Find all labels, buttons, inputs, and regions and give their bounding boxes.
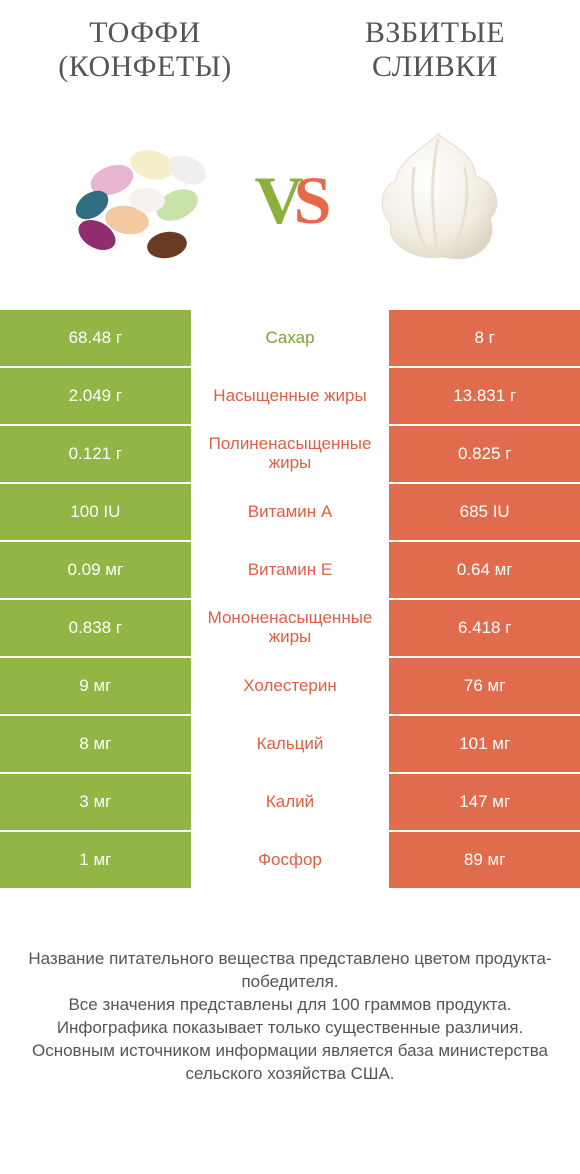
left-value: 0.838 г	[0, 600, 191, 658]
nutrient-name: Мононенасыщенные жиры	[191, 600, 390, 658]
left-value: 100 IU	[0, 484, 191, 542]
table-row: 0.121 гПолиненасыщенные жиры0.825 г	[0, 426, 580, 484]
header: ТОФФИ(КОНФЕТЫ) ВЗБИТЫЕСЛИВКИ	[0, 0, 580, 100]
right-food-image	[343, 105, 533, 295]
left-value: 68.48 г	[0, 310, 191, 368]
comparison-infographic: ТОФФИ(КОНФЕТЫ) ВЗБИТЫЕСЛИВКИ	[0, 0, 580, 1174]
right-value: 13.831 г	[389, 368, 580, 426]
right-value: 89 мг	[389, 832, 580, 890]
nutrient-name: Холестерин	[191, 658, 390, 716]
left-value: 0.09 мг	[0, 542, 191, 600]
right-food-title: ВЗБИТЫЕСЛИВКИ	[365, 16, 505, 83]
right-value: 6.418 г	[389, 600, 580, 658]
nutrient-name: Фосфор	[191, 832, 390, 890]
nutrient-name: Витамин A	[191, 484, 390, 542]
right-food-title-col: ВЗБИТЫЕСЛИВКИ	[290, 0, 580, 100]
vs-v: V	[255, 161, 298, 240]
left-value: 9 мг	[0, 658, 191, 716]
right-value: 76 мг	[389, 658, 580, 716]
hero-row: VS	[0, 100, 580, 310]
table-row: 8 мгКальций101 мг	[0, 716, 580, 774]
left-value: 1 мг	[0, 832, 191, 890]
left-food-title: ТОФФИ(КОНФЕТЫ)	[58, 16, 232, 83]
right-value: 685 IU	[389, 484, 580, 542]
table-row: 100 IUВитамин A685 IU	[0, 484, 580, 542]
nutrient-table: 68.48 гСахар8 г2.049 гНасыщенные жиры13.…	[0, 310, 580, 890]
nutrient-name: Сахар	[191, 310, 390, 368]
left-value: 3 мг	[0, 774, 191, 832]
vs-s: S	[294, 161, 326, 240]
table-row: 9 мгХолестерин76 мг	[0, 658, 580, 716]
table-row: 1 мгФосфор89 мг	[0, 832, 580, 890]
nutrient-name: Полиненасыщенные жиры	[191, 426, 390, 484]
right-value: 147 мг	[389, 774, 580, 832]
nutrient-name: Насыщенные жиры	[191, 368, 390, 426]
nutrient-name: Кальций	[191, 716, 390, 774]
right-value: 0.825 г	[389, 426, 580, 484]
left-food-image	[47, 105, 237, 295]
table-row: 0.838 гМононенасыщенные жиры6.418 г	[0, 600, 580, 658]
left-value: 8 мг	[0, 716, 191, 774]
right-value: 101 мг	[389, 716, 580, 774]
table-row: 68.48 гСахар8 г	[0, 310, 580, 368]
nutrient-name: Калий	[191, 774, 390, 832]
footer-text: Название питательного вещества представл…	[24, 948, 556, 1086]
vs-label: VS	[255, 161, 326, 240]
table-row: 3 мгКалий147 мг	[0, 774, 580, 832]
footer: Название питательного вещества представл…	[0, 890, 580, 1174]
left-value: 2.049 г	[0, 368, 191, 426]
table-row: 0.09 мгВитамин E0.64 мг	[0, 542, 580, 600]
right-value: 0.64 мг	[389, 542, 580, 600]
nutrient-name: Витамин E	[191, 542, 390, 600]
left-value: 0.121 г	[0, 426, 191, 484]
right-value: 8 г	[389, 310, 580, 368]
table-row: 2.049 гНасыщенные жиры13.831 г	[0, 368, 580, 426]
left-food-title-col: ТОФФИ(КОНФЕТЫ)	[0, 0, 290, 100]
